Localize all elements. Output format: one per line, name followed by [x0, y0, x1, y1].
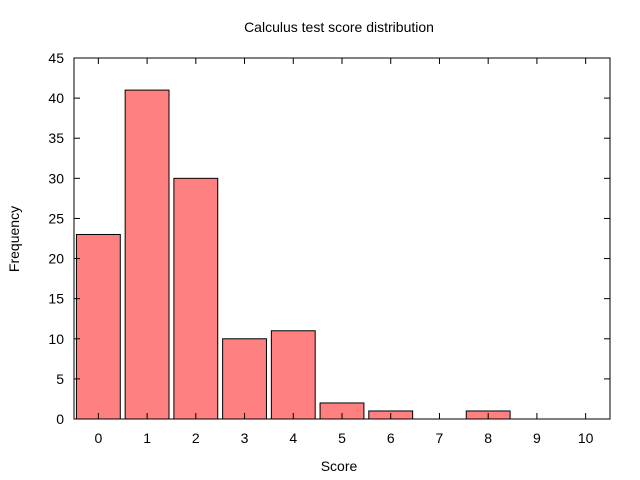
- x-tick-label: 6: [387, 430, 395, 446]
- bar-2: [173, 177, 219, 420]
- bar-4: [270, 330, 316, 420]
- y-tick-label: 35: [48, 130, 64, 146]
- y-tick-label: 15: [48, 291, 64, 307]
- y-tick-label: 30: [48, 170, 64, 186]
- y-tick-label: 20: [48, 251, 64, 267]
- x-tick-label: 4: [289, 430, 297, 446]
- y-tick-label: 5: [56, 371, 64, 387]
- y-tick-label: 25: [48, 210, 64, 226]
- y-tick-label: 0: [56, 411, 64, 427]
- x-tick-label: 10: [578, 430, 594, 446]
- bar-0: [75, 233, 121, 420]
- bar-3: [222, 338, 267, 420]
- x-tick-label: 2: [192, 430, 200, 446]
- x-tick-label: 3: [241, 430, 249, 446]
- x-tick-label: 7: [436, 430, 444, 446]
- bar-1: [124, 89, 170, 420]
- plot-frame: [73, 57, 611, 420]
- x-tick-label: 8: [484, 430, 492, 446]
- x-axis-label: Score: [321, 458, 358, 474]
- x-tick-label: 5: [338, 430, 346, 446]
- chart-title: Calculus test score distribution: [244, 19, 434, 35]
- y-tick-label: 45: [48, 50, 64, 66]
- y-tick-label: 10: [48, 331, 64, 347]
- y-tick-label: 40: [48, 90, 64, 106]
- bars-group: [75, 89, 511, 420]
- x-tick-label: 9: [533, 430, 541, 446]
- x-tick-label: 0: [94, 430, 102, 446]
- y-axis-label: Frequency: [6, 206, 22, 272]
- x-tick-label: 1: [143, 430, 151, 446]
